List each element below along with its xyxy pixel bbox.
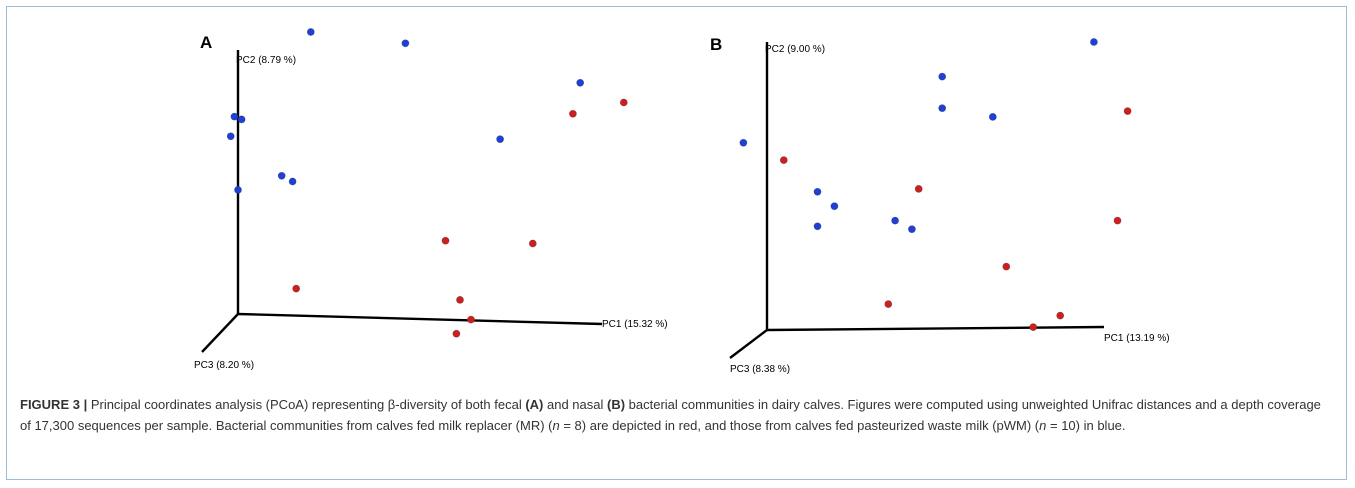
data-point-b-s0-1 [938, 72, 947, 81]
data-point-a-s1-5 [456, 295, 464, 304]
data-point-a-s1-7 [452, 329, 461, 338]
data-point-a-s1-1 [568, 109, 577, 118]
caption-ref-a: (A) [525, 397, 544, 412]
data-point-b-s0-7 [891, 216, 899, 225]
pc2-label-a: PC2 (8.79 %) [236, 55, 296, 66]
panel-letter-a: A [200, 33, 212, 52]
caption-text-1: Principal coordinates analysis (PCoA) re… [87, 397, 526, 412]
data-point-b-s1-4 [1002, 262, 1011, 271]
data-point-b-s1-0 [1123, 107, 1132, 115]
data-point-b-s1-7 [1029, 323, 1038, 331]
pcoa-plot-a: A PC2 (8.79 %) PC1 (15.32 %) PC3 (8.20 %… [194, 28, 668, 371]
data-point-b-s0-5 [813, 187, 822, 196]
data-point-a-s1-4 [292, 284, 301, 293]
data-point-b-s1-5 [884, 300, 893, 308]
data-point-a-s0-8 [288, 177, 297, 186]
data-point-b-s0-2 [938, 104, 947, 113]
pc1-axis-b [766, 325, 1105, 332]
pc1-label-b: PC1 (13.19 %) [1104, 333, 1170, 344]
pc1-axis-a [237, 312, 603, 326]
caption-lead: FIGURE 3 | [20, 397, 88, 412]
data-point-a-s1-2 [441, 236, 450, 245]
data-point-b-s0-8 [907, 225, 916, 234]
caption-text-3: bacterial communities in dairy calves. F… [20, 397, 1321, 433]
data-point-a-s0-6 [496, 135, 504, 144]
caption-text-5: = 10) in blue. [1046, 417, 1126, 433]
pc3-axis-a [201, 313, 239, 353]
data-point-b-s1-1 [779, 156, 788, 164]
data-point-b-s0-0 [1089, 38, 1098, 46]
data-point-b-s0-9 [813, 222, 822, 231]
data-point-b-s1-6 [1056, 311, 1065, 320]
pc2-label-b: PC2 (9.00 %) [765, 44, 825, 55]
data-point-a-s0-9 [234, 185, 242, 194]
caption-n-2: n [1039, 417, 1047, 433]
data-point-b-s0-6 [830, 202, 839, 211]
caption-n-1: n [552, 417, 560, 433]
data-point-a-s0-3 [230, 112, 239, 121]
data-point-a-s0-7 [277, 171, 286, 180]
data-point-a-s0-4 [237, 115, 246, 124]
pc1-label-a: PC1 (15.32 %) [602, 319, 668, 330]
pc3-label-a: PC3 (8.20 %) [194, 360, 254, 371]
data-point-a-s1-6 [467, 315, 475, 324]
caption-text-2: and nasal [543, 397, 607, 412]
data-point-a-s1-3 [528, 239, 537, 248]
data-point-a-s1-0 [619, 98, 628, 107]
pcoa-plot-b: B PC2 (9.00 %) PC1 (13.19 %) PC3 (8.38 %… [710, 35, 1170, 375]
data-point-a-s0-5 [226, 132, 235, 141]
caption-text-4: = 8) are depicted in red, and those from… [559, 417, 1040, 433]
figure-caption: FIGURE 3 | Principal coordinates analysi… [20, 395, 1335, 436]
points-group-a [226, 28, 628, 338]
figure-frame [6, 6, 1347, 480]
data-point-b-s0-4 [739, 138, 748, 147]
data-point-b-s1-3 [1113, 216, 1122, 225]
points-group-b [739, 38, 1132, 331]
data-point-a-s0-1 [401, 39, 410, 48]
caption-ref-b: (B) [606, 397, 626, 412]
data-point-b-s0-3 [988, 113, 997, 121]
pc3-label-b: PC3 (8.38 %) [730, 364, 790, 375]
data-point-b-s1-2 [914, 184, 923, 193]
data-point-a-s0-2 [576, 78, 585, 87]
data-point-a-s0-0 [306, 28, 315, 36]
panel-letter-b: B [710, 35, 722, 54]
pc3-axis-b [729, 329, 768, 359]
